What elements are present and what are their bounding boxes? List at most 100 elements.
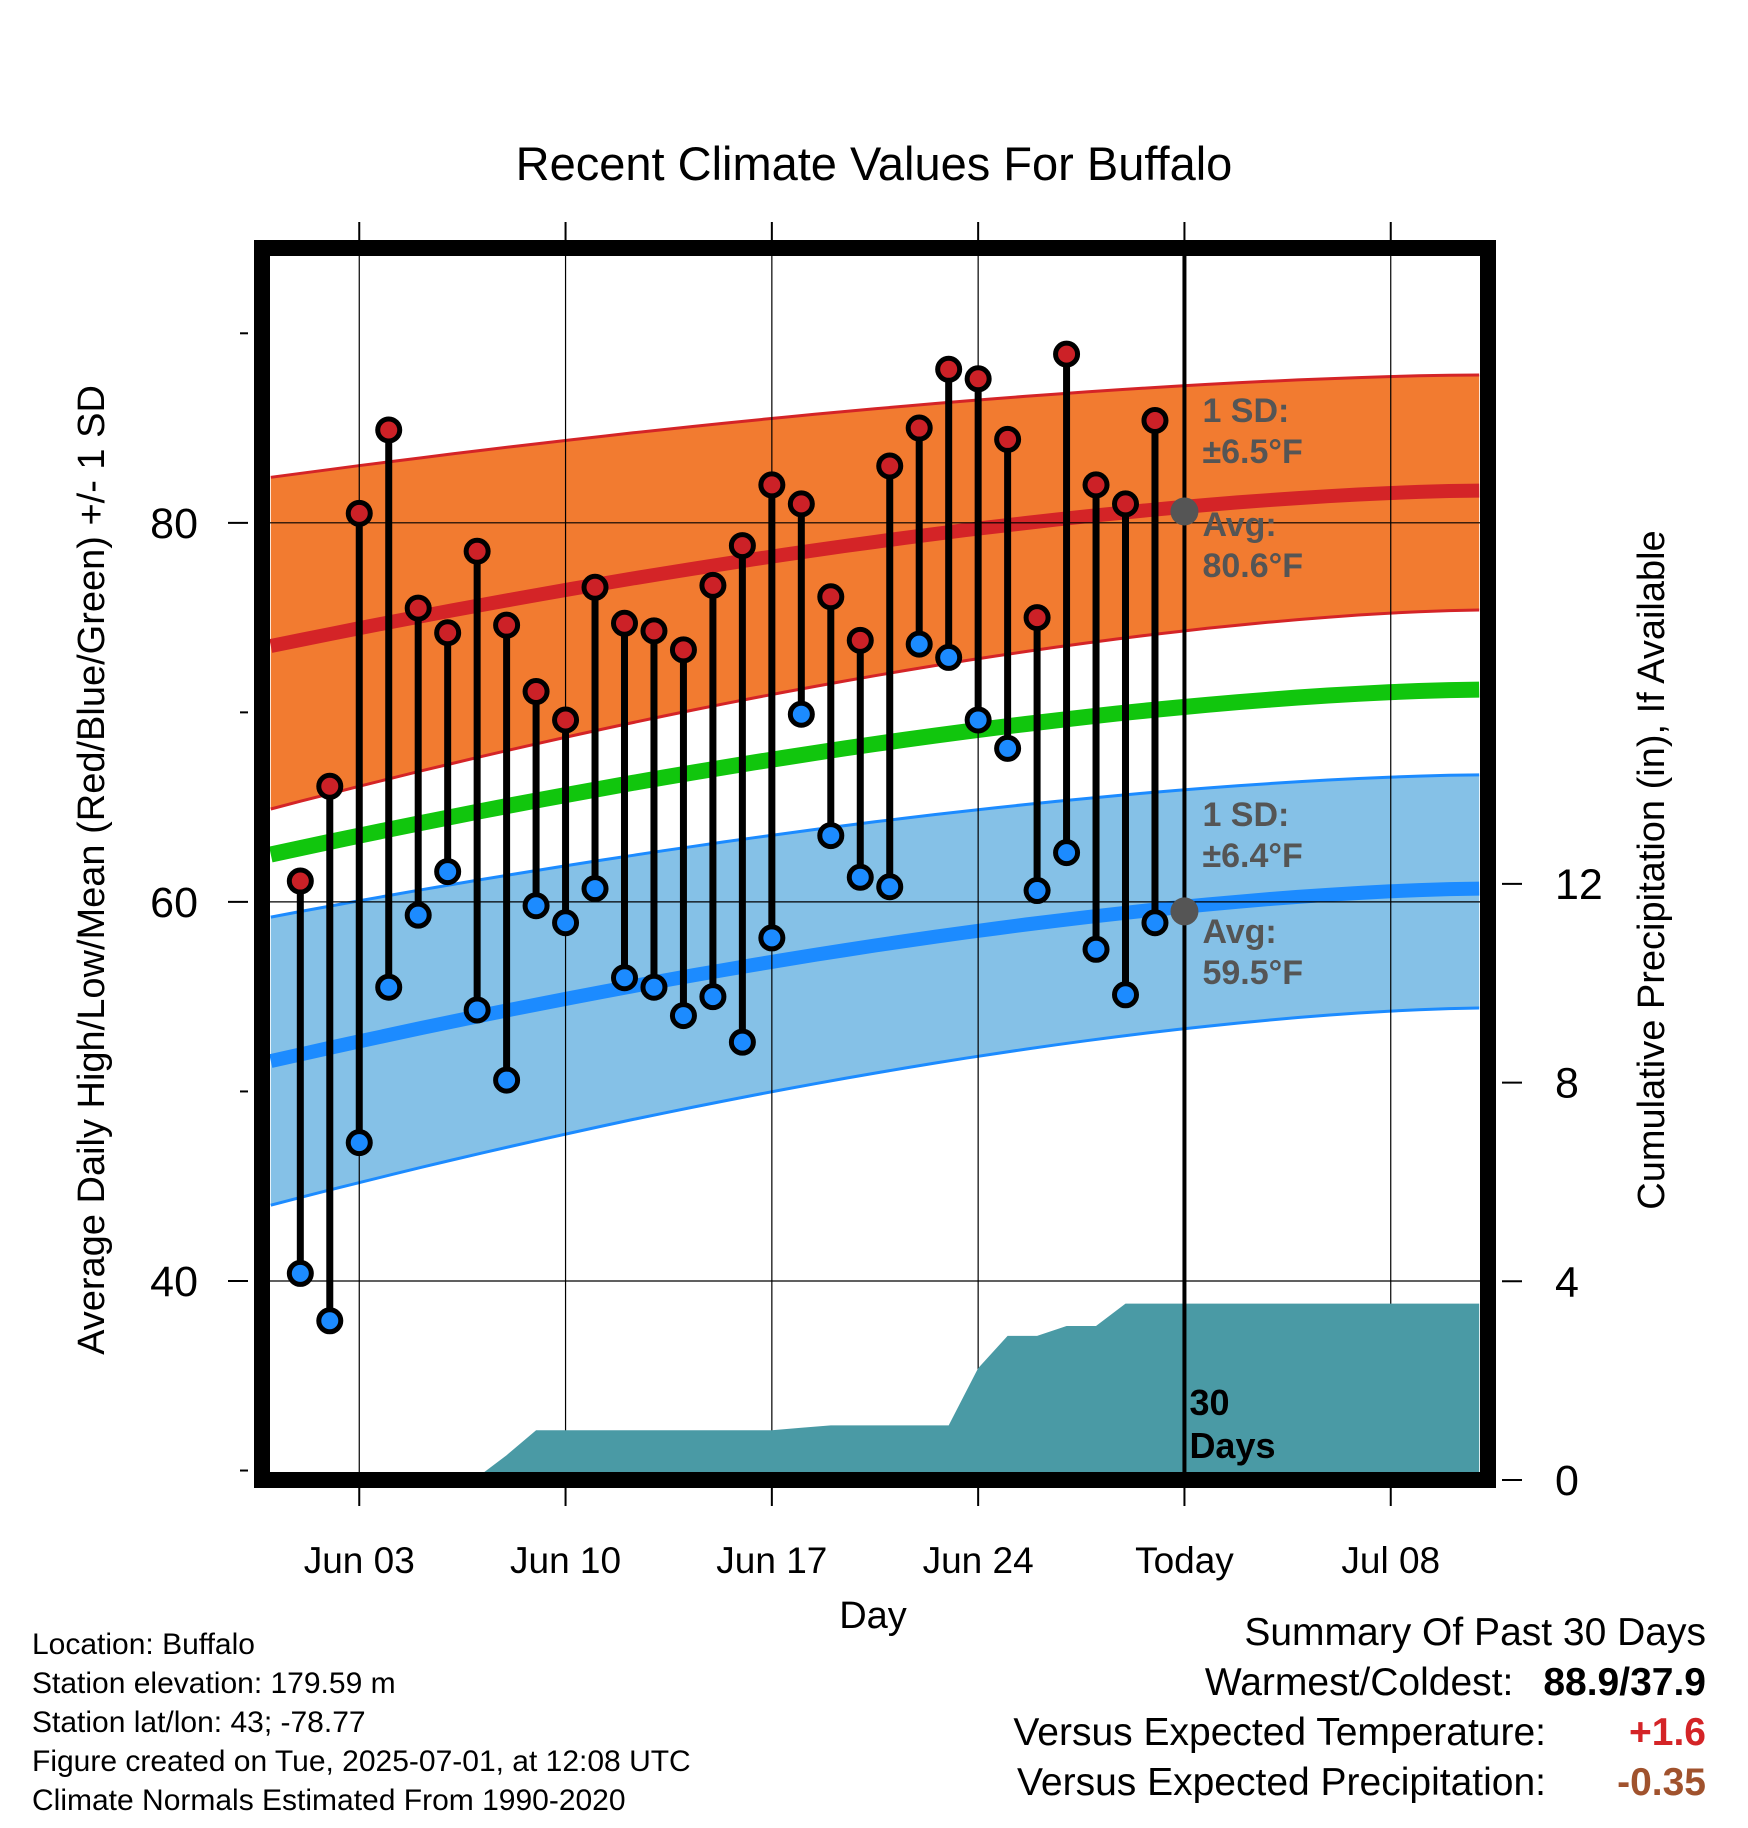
daily-high-point [787,490,815,518]
y-tick-label: 80 [150,500,198,548]
high-sd-band [270,375,1480,809]
daily-low-point [375,973,403,1001]
daily-high-point [935,355,963,383]
summary-warm-cold: Warmest/Coldest: 88.9/37.9 [1013,1658,1706,1708]
today-avg-low-marker [1170,897,1199,926]
daily-high-point [610,609,638,637]
daily-low-point [1141,909,1169,937]
created-text: Figure created on Tue, 2025-07-01, at 12… [32,1745,691,1778]
daily-low-point [699,983,727,1011]
daily-high-point [905,414,933,442]
period-label-2: Days [1189,1425,1275,1466]
daily-low-point [994,734,1022,762]
y2-axis-label: Cumulative Precipitation (in), If Availa… [1631,530,1673,1209]
daily-low-point [1053,839,1081,867]
today-avg-high-marker [1170,497,1199,526]
daily-low-point [935,643,963,671]
daily-low-point [552,909,580,937]
y2-tick-label: 4 [1555,1258,1579,1306]
daily-high-point [876,452,904,480]
summary-panel: Summary Of Past 30 Days Warmest/Coldest:… [1013,1608,1706,1808]
average-high-line [269,483,1480,653]
low-avg-label: Avg: [1202,913,1276,951]
daily-high-point [994,425,1022,453]
high-sd-value: ±6.5°F [1202,433,1302,471]
daily-high-point [640,617,668,645]
x-tick-label: Jun 10 [510,1540,621,1581]
temp-label: Versus Expected Temperature: [1013,1711,1546,1754]
daily-high-point [493,611,521,639]
daily-low-point [817,822,845,850]
daily-low-point [1023,877,1051,905]
plot-frame [254,240,1496,1488]
daily-high-point [669,636,697,664]
summary-temp: Versus Expected Temperature: +1.6 [1013,1708,1706,1758]
low-sd-label: 1 SD: [1202,796,1289,834]
y2-tick-label: 12 [1555,861,1603,909]
daily-low-point [640,973,668,1001]
daily-low-point [404,901,432,929]
precip-value: -0.35 [1617,1761,1706,1804]
x-axis-label: Day [839,1595,907,1637]
daily-high-point [345,499,373,527]
summary-precip: Versus Expected Precipitation: -0.35 [1013,1758,1706,1808]
daily-low-point [434,858,462,886]
daily-high-point [286,867,314,895]
daily-high-point [728,532,756,560]
elevation-text: Station elevation: 179.59 m [32,1667,396,1700]
low-avg-value: 59.5°F [1202,954,1303,992]
average-mean-line [269,681,1480,863]
high-avg-value: 80.6°F [1202,547,1303,585]
daily-low-point [758,924,786,952]
chart-title: Recent Climate Values For Buffalo [516,137,1233,190]
precip-area [270,1303,1480,1480]
high-sd-band-lower-edge [270,608,1480,811]
daily-high-point [1112,490,1140,518]
daily-low-point [1082,935,1110,963]
summary-heading: Summary Of Past 30 Days [1244,1611,1706,1654]
y2-tick-label: 8 [1555,1060,1579,1108]
daily-high-point [699,571,727,599]
daily-low-point [345,1129,373,1157]
daily-low-point [493,1066,521,1094]
daily-low-point [787,700,815,728]
low-sd-band-lower-edge [270,1006,1480,1207]
warm-cold-value: 88.9/37.9 [1543,1661,1706,1704]
high-avg-label: Avg: [1202,506,1276,544]
y-tick-label: 40 [150,1258,198,1306]
x-tick-label: Jun 03 [304,1540,415,1581]
low-sd-band [270,774,1480,1206]
daily-high-point [817,583,845,611]
daily-high-point [463,537,491,565]
daily-low-point [846,863,874,891]
daily-high-point [552,706,580,734]
x-tick-label: Jun 17 [716,1540,827,1581]
y-axis-label: Average Daily High/Low/Mean (Red/Blue/Gr… [71,385,113,1355]
daily-high-point [404,594,432,622]
daily-high-point [522,678,550,706]
daily-low-point [964,706,992,734]
y-tick-label: 60 [150,879,198,927]
low-sd-value: ±6.4°F [1202,837,1302,875]
period-label-1: 30 [1189,1382,1229,1423]
y2-tick-label: 0 [1555,1457,1579,1505]
daily-high-point [1023,604,1051,632]
daily-high-point [581,573,609,601]
daily-high-point [1141,406,1169,434]
daily-low-point [463,996,491,1024]
daily-high-point [964,365,992,393]
daily-low-point [876,873,904,901]
daily-high-point [375,416,403,444]
daily-low-point [669,1002,697,1030]
daily-low-point [316,1307,344,1335]
daily-high-point [1053,340,1081,368]
daily-high-point [316,772,344,800]
daily-high-point [434,619,462,647]
precip-label: Versus Expected Precipitation: [1017,1761,1546,1804]
daily-low-point [581,875,609,903]
daily-low-point [728,1028,756,1056]
daily-low-point [610,964,638,992]
latlon-text: Station lat/lon: 43; -78.77 [32,1706,366,1739]
low-sd-band-upper-edge [270,773,1480,919]
